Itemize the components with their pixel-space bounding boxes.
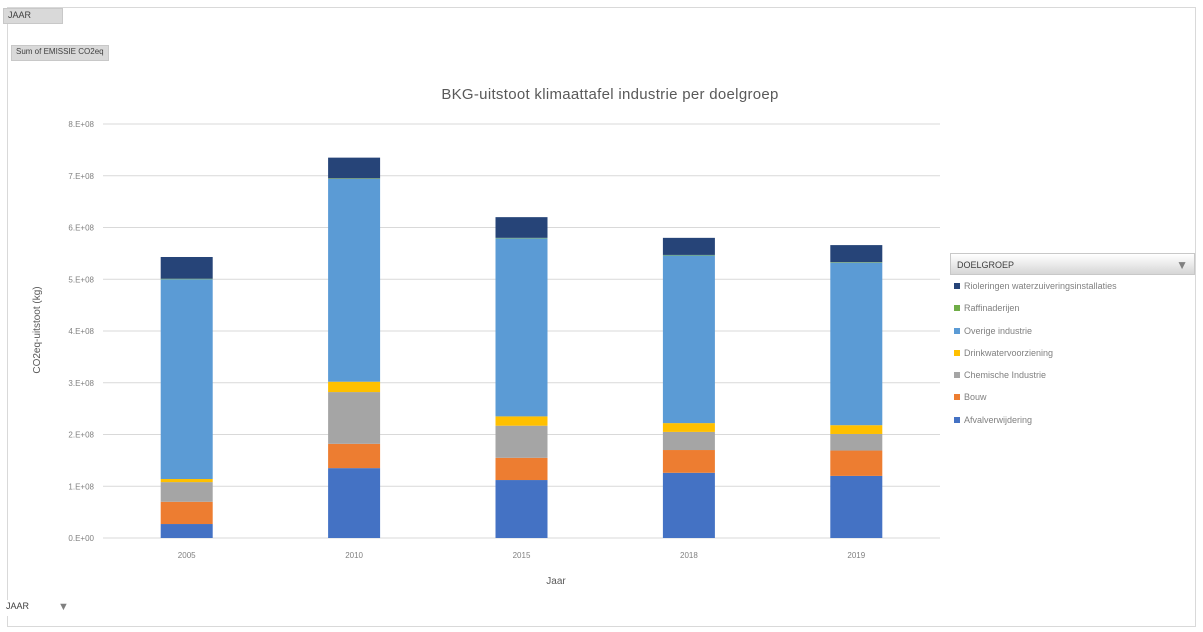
legend-label: Raffinaderijen — [964, 303, 1020, 314]
bar-segment[interactable] — [160, 479, 213, 483]
filter-icon[interactable]: ▼ — [58, 601, 69, 613]
legend-swatch — [954, 394, 960, 401]
bar-segment[interactable] — [495, 238, 548, 417]
legend-swatch — [954, 305, 960, 312]
legend-label: Bouw — [964, 392, 987, 403]
bar-segment[interactable] — [662, 423, 715, 432]
y-tick-label: 1.E+08 — [68, 482, 94, 491]
bar-segment[interactable] — [495, 217, 548, 238]
x-axis-ticks: 2005 2010 2015 2018 2019 — [178, 551, 866, 560]
x-tick-label: 2019 — [847, 551, 865, 560]
legend-item[interactable]: Rioleringen waterzuiveringsinstallaties — [950, 275, 1200, 297]
legend-swatch — [954, 416, 960, 423]
bar-segment[interactable] — [160, 279, 213, 480]
bar-segment[interactable] — [328, 157, 381, 179]
pivot-axis-field-label: JAAR — [6, 601, 30, 611]
y-tick-label: 3.E+08 — [68, 379, 94, 388]
x-tick-label: 2015 — [513, 551, 531, 560]
y-tick-label: 2.E+08 — [68, 431, 94, 440]
x-tick-label: 2018 — [680, 551, 698, 560]
bar-segment[interactable] — [160, 482, 213, 502]
legend-label: Drinkwatervoorziening — [964, 347, 1054, 358]
legend-label: Chemische Industrie — [964, 370, 1047, 381]
legend-title: DOELGROEP — [957, 260, 1015, 270]
bar-segment[interactable] — [160, 501, 213, 525]
bar-segment[interactable] — [328, 468, 381, 538]
bar-segment[interactable] — [662, 431, 715, 451]
bar-segment[interactable] — [160, 278, 213, 280]
legend-items: Rioleringen waterzuiveringsinstallaties R… — [950, 275, 1200, 431]
bar-segment[interactable] — [495, 237, 548, 239]
legend-swatch — [954, 283, 960, 289]
bar-segment[interactable] — [328, 381, 381, 393]
bar-segment[interactable] — [662, 237, 715, 255]
legend-item[interactable]: Afvalverwijdering — [950, 409, 1200, 431]
bar-segment[interactable] — [662, 255, 715, 424]
legend-label: Overige industrie — [964, 325, 1033, 336]
legend-label: Rioleringen waterzuiveringsinstallaties — [964, 281, 1117, 291]
y-axis-ticks: 0.E+00 1.E+08 2.E+08 3.E+08 4.E+08 5.E+08 6.E+… — [68, 120, 94, 543]
bar-segment[interactable] — [830, 262, 883, 263]
bar-segment[interactable] — [495, 457, 548, 481]
legend-header-button[interactable]: DOELGROEP ▼ — [950, 253, 1195, 275]
bar-segment[interactable] — [830, 433, 883, 451]
bar-segment[interactable] — [830, 450, 883, 476]
bars — [160, 157, 883, 538]
bar-segment[interactable] — [328, 392, 381, 444]
x-tick-label: 2005 — [178, 551, 196, 560]
y-tick-label: 4.E+08 — [68, 327, 94, 336]
legend-item[interactable]: Chemische Industrie — [950, 364, 1200, 386]
pivot-filter-field-button[interactable]: JAAR — [3, 8, 63, 24]
y-tick-label: 6.E+08 — [68, 224, 94, 233]
bar-segment[interactable] — [328, 178, 381, 179]
bar-segment[interactable] — [328, 443, 381, 469]
y-axis-title: CO2eq-uitstoot (kg) — [32, 286, 43, 373]
bar-segment[interactable] — [662, 450, 715, 473]
filter-icon[interactable]: ▼ — [1176, 258, 1188, 272]
pivot-values-field-button[interactable]: Sum of EMISSIE CO2eq — [11, 45, 109, 61]
bar-segment[interactable] — [830, 425, 883, 434]
bar-segment[interactable] — [830, 475, 883, 538]
legend-item[interactable]: Drinkwatervoorziening — [950, 342, 1200, 364]
y-tick-label: 0.E+00 — [68, 534, 94, 543]
bar-segment[interactable] — [830, 245, 883, 263]
bar-segment[interactable] — [662, 254, 715, 256]
bar-segment[interactable] — [495, 480, 548, 538]
bar-segment[interactable] — [495, 416, 548, 426]
legend-swatch — [954, 372, 960, 379]
bar-segment[interactable] — [495, 425, 548, 458]
legend-item[interactable]: Overige industrie — [950, 320, 1200, 342]
legend-swatch — [954, 349, 960, 356]
bar-segment[interactable] — [160, 524, 213, 538]
chart-title: BKG-uitstoot klimaattafel industrie per … — [441, 86, 779, 103]
y-tick-label: 7.E+08 — [68, 172, 94, 181]
pivot-axis-field-button[interactable]: JAAR ▼ — [2, 600, 86, 616]
x-axis-title: Jaar — [546, 576, 566, 587]
bar-segment[interactable] — [662, 472, 715, 538]
bar-segment[interactable] — [328, 178, 381, 382]
bar-segment[interactable] — [160, 256, 213, 279]
legend-item[interactable]: Raffinaderijen — [950, 297, 1200, 319]
y-tick-label: 5.E+08 — [68, 275, 94, 284]
y-tick-label: 8.E+08 — [68, 120, 94, 129]
bar-segment[interactable] — [830, 262, 883, 426]
legend-item[interactable]: Bouw — [950, 386, 1200, 408]
legend-swatch — [954, 327, 960, 334]
legend: DOELGROEP ▼ Rioleringen waterzuiveringsi… — [950, 253, 1200, 431]
legend-label: Afvalverwijdering — [964, 414, 1033, 425]
x-tick-label: 2010 — [345, 551, 363, 560]
